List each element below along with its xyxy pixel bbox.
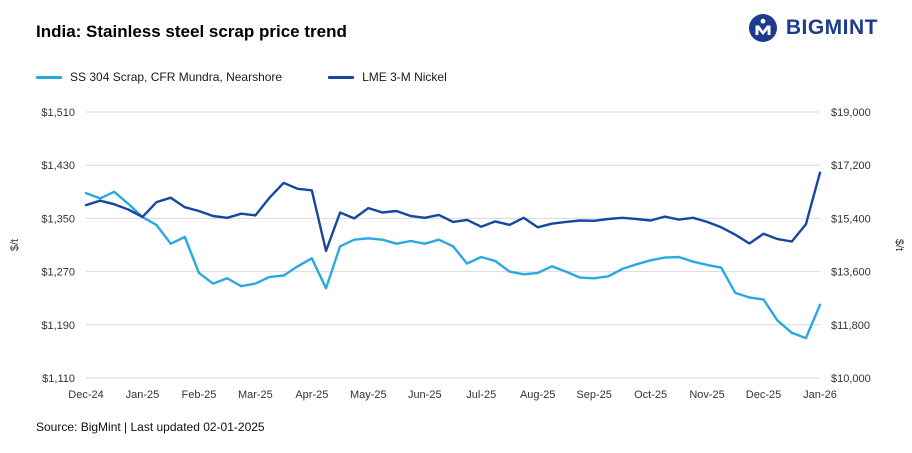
chart-plot-area: $1,110 $10,000 $1,190 $11,800 $1,270 $13,600 $… <box>0 96 912 412</box>
bigmint-logo-icon <box>748 14 777 42</box>
source-note: Source: BigMint | Last updated 02-01-202… <box>36 420 265 434</box>
price-trend-chart: $1,110 $10,000 $1,190 $11,800 $1,270 $13,600 $… <box>9 107 905 401</box>
left-axis-tick: $1,270 <box>41 267 75 279</box>
x-axis-tick: Mar-25 <box>238 389 273 401</box>
left-axis-tick: $1,350 <box>41 213 75 225</box>
series-line-1 <box>84 171 822 253</box>
legend-label: SS 304 Scrap, CFR Mundra, Nearshore <box>70 70 283 84</box>
left-axis-tick: $1,110 <box>42 373 75 385</box>
x-axis-tick: Feb-25 <box>181 389 216 401</box>
legend-item-scrap[interactable]: SS 304 Scrap, CFR Mundra, Nearshore <box>36 70 282 84</box>
brand-logo: BIGMINT <box>748 13 878 43</box>
left-axis-tick: $1,430 <box>41 160 75 172</box>
x-axis-tick: Jan-26 <box>803 389 837 401</box>
right-axis-tick: $15,400 <box>831 213 871 225</box>
legend: SS 304 Scrap, CFR Mundra, Nearshore LME … <box>36 70 447 84</box>
legend-swatch <box>36 75 62 79</box>
legend-item-nickel[interactable]: LME 3-M Nickel <box>328 70 447 84</box>
page-title: India: Stainless steel scrap price trend <box>36 22 347 41</box>
x-axis-tick: Dec-24 <box>68 389 103 401</box>
x-axis-tick: Dec-25 <box>746 389 781 401</box>
x-axis-tick: May-25 <box>350 389 387 401</box>
right-axis-tick: $10,000 <box>831 373 871 385</box>
x-axis-tick: Jan-25 <box>126 389 160 401</box>
right-axis-tick: $11,800 <box>831 320 870 332</box>
left-axis-tick: $1,510 <box>41 107 75 119</box>
legend-swatch <box>328 75 355 79</box>
series-line-0 <box>84 190 822 340</box>
left-axis-tick: $1,190 <box>41 320 75 332</box>
x-axis-tick: Jul-25 <box>466 389 496 401</box>
right-axis-title: $/t <box>893 239 905 251</box>
right-axis-tick: $19,000 <box>831 107 871 119</box>
legend-label: LME 3-M Nickel <box>362 70 447 84</box>
x-axis-tick: Oct-25 <box>634 389 667 401</box>
right-axis-tick: $17,200 <box>831 160 871 172</box>
left-axis-title: $/t <box>9 239 21 251</box>
right-axis-tick: $13,600 <box>831 267 871 279</box>
x-axis-tick: Apr-25 <box>295 389 328 401</box>
x-axis-tick: Jun-25 <box>408 389 442 401</box>
x-axis-tick: Aug-25 <box>520 389 555 401</box>
brand-name: BIGMINT <box>785 16 878 39</box>
x-axis-tick: Nov-25 <box>689 389 724 401</box>
x-axis-tick: Sep-25 <box>576 389 611 401</box>
